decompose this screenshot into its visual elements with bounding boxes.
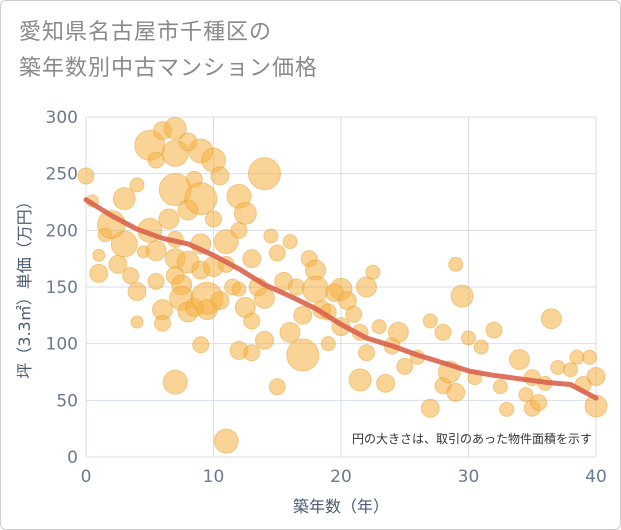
data-point [282,234,298,250]
y-tick-label: 300 [46,108,78,128]
data-point [320,336,336,352]
data-point [162,369,188,395]
data-point [77,167,95,185]
chart-title-line1: 愛知県名古屋市千種区の [19,20,273,45]
data-point [268,244,286,262]
data-point [461,330,476,346]
y-tick-label: 150 [46,278,78,298]
data-point [210,291,230,311]
data-point [569,349,585,365]
data-point [129,177,145,193]
data-point [145,240,167,262]
data-point [396,357,414,375]
x-tick-label: 0 [81,467,92,487]
data-point [248,157,281,191]
data-point [92,248,106,262]
bubble-size-note: 円の大きさは、取引のあった物件面積を示す [352,431,592,446]
data-point [243,312,261,330]
tick-labels: 0 10 20 30 40 0 50 100 150 200 250 300 [46,108,607,487]
data-point [345,305,363,323]
data-point [530,394,548,412]
chart-title: 愛知県名古屋市千種区の 築年数別中古マンション価格 [19,15,579,87]
data-point [158,208,180,230]
chart-title-line2: 築年数別中古マンション価格 [19,56,319,81]
data-point [582,349,598,365]
data-point [110,230,138,258]
data-point [163,116,187,140]
data-point [147,151,165,169]
data-point [205,210,222,228]
data-point [446,382,466,402]
x-axis-label: 築年数（年） [293,497,389,516]
data-point [286,338,320,372]
bubble-layer [77,116,608,454]
data-point [242,249,262,269]
data-point [302,275,329,303]
y-tick-label: 50 [56,391,78,411]
data-point [233,201,257,225]
data-point [348,368,372,392]
x-tick-label: 20 [330,467,352,487]
data-point [509,349,530,371]
data-point [154,314,171,332]
data-point [422,313,438,329]
data-point [358,344,375,362]
data-point [450,284,474,308]
data-point [448,256,464,272]
data-point [550,359,566,375]
data-point [387,321,409,343]
data-point [213,229,239,255]
data-point [563,362,578,378]
y-tick-label: 100 [46,335,78,355]
data-point [293,305,313,325]
data-point [586,367,606,387]
data-point [254,287,275,309]
data-point [356,276,377,298]
data-point [255,330,274,350]
data-point [184,182,218,216]
y-tick-label: 0 [67,448,78,468]
data-point [287,278,305,296]
data-point [485,321,503,339]
data-point [231,281,247,297]
data-point [420,398,440,418]
data-point [584,394,608,418]
data-point [243,344,261,362]
data-point [371,319,387,335]
trend-line [83,197,599,401]
data-point [365,264,381,280]
data-point [192,336,210,354]
x-tick-label: 10 [203,467,225,487]
data-point [499,401,515,417]
x-tick-label: 40 [585,467,607,487]
y-tick-label: 250 [46,165,78,185]
data-point [268,378,286,396]
y-tick-label: 200 [46,221,78,241]
data-point [147,272,165,290]
data-point [210,166,230,186]
x-tick-label: 30 [458,467,480,487]
data-point [540,308,562,330]
data-point [89,263,109,283]
data-point [279,321,301,343]
data-point [376,373,396,393]
data-point [263,228,279,244]
data-point [492,379,508,395]
y-axis-label: 坪（3.3㎡）単価（万円） [15,193,34,378]
data-point [213,428,239,454]
data-point [127,282,147,302]
data-point [518,387,534,403]
data-point [112,187,136,211]
data-point [434,323,452,341]
data-point [122,267,140,285]
data-point [473,339,489,355]
data-point [130,315,144,329]
